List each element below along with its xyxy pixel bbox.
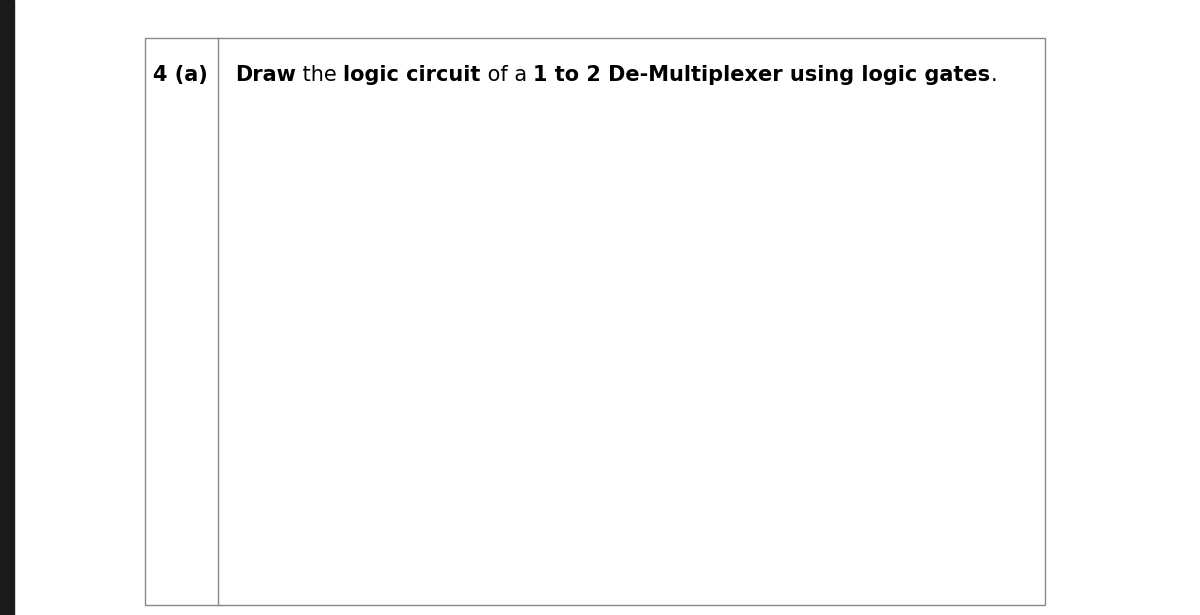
Text: 4 (a): 4 (a) (152, 65, 208, 85)
Text: the: the (296, 65, 343, 85)
Text: logic circuit: logic circuit (343, 65, 481, 85)
Text: 1 to 2 De-Multiplexer using logic gates: 1 to 2 De-Multiplexer using logic gates (533, 65, 990, 85)
Bar (0, 0, 14, 615)
Text: .: . (990, 65, 997, 85)
Text: of a: of a (481, 65, 533, 85)
Text: Draw: Draw (235, 65, 296, 85)
Bar (145, 38, 1045, 605)
